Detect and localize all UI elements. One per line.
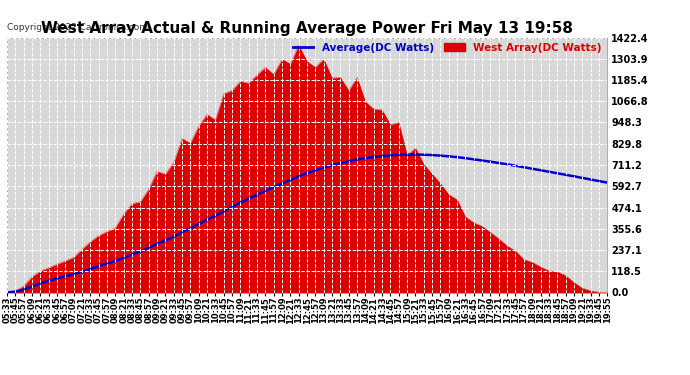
Text: Copyright 2022 Cartronics.com: Copyright 2022 Cartronics.com xyxy=(7,23,148,32)
Legend: Average(DC Watts), West Array(DC Watts): Average(DC Watts), West Array(DC Watts) xyxy=(293,43,602,53)
Title: West Array Actual & Running Average Power Fri May 13 19:58: West Array Actual & Running Average Powe… xyxy=(41,21,573,36)
